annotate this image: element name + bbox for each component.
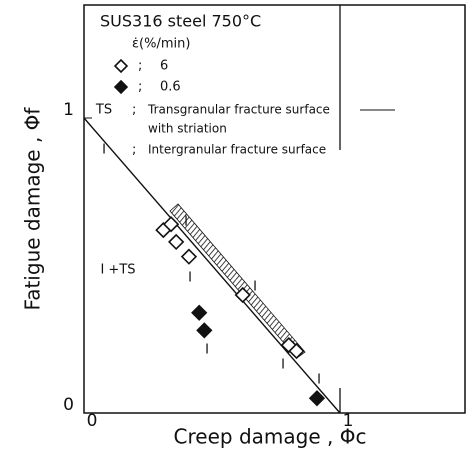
annotation: I +TS (100, 263, 135, 278)
y-tick-label: 0 (63, 395, 74, 415)
note-symbol: I (102, 143, 106, 158)
x-tick-label: 1 (343, 411, 354, 431)
annotation: I (205, 343, 209, 358)
note-text: Intergranular fracture surface (148, 143, 326, 157)
data-point (191, 304, 208, 321)
annotation: I (184, 215, 188, 230)
x-axis-label: Creep damage , Φc (174, 425, 367, 449)
boundary-line (83, 117, 341, 414)
annotation: I (317, 373, 321, 388)
data-point (180, 248, 198, 265)
x-tick-label: 0 (87, 411, 98, 431)
data-point (196, 322, 213, 339)
data-point (288, 342, 305, 360)
annotation: I (281, 358, 285, 373)
note-text: Transgranular fracture surface (147, 103, 330, 117)
annotation: I (253, 280, 257, 295)
note-text: with striation (148, 122, 227, 136)
note-symbol: TS (95, 103, 112, 118)
annotation: I (188, 271, 192, 286)
legend-title: ε̇(%/min) (132, 37, 190, 52)
legend-marker (113, 58, 129, 74)
data-point (308, 390, 326, 407)
y-tick-label: 1 (63, 100, 74, 120)
data-point (168, 233, 185, 251)
legend-marker (113, 79, 129, 95)
data-point (234, 286, 251, 304)
legend-label: 6 (160, 59, 168, 74)
y-axis-label: Fatigue damage , Φf (21, 107, 45, 311)
title: SUS316 steel 750°C (100, 12, 261, 31)
legend-sep: ; (138, 80, 142, 95)
plot-frame (83, 4, 466, 414)
legend-sep: ; (138, 59, 142, 74)
scatter-band (169, 203, 306, 359)
legend-label: 0.6 (160, 80, 181, 95)
legend-sep: ; (132, 143, 136, 158)
legend-sep: ; (132, 103, 136, 118)
data-point (162, 216, 180, 233)
